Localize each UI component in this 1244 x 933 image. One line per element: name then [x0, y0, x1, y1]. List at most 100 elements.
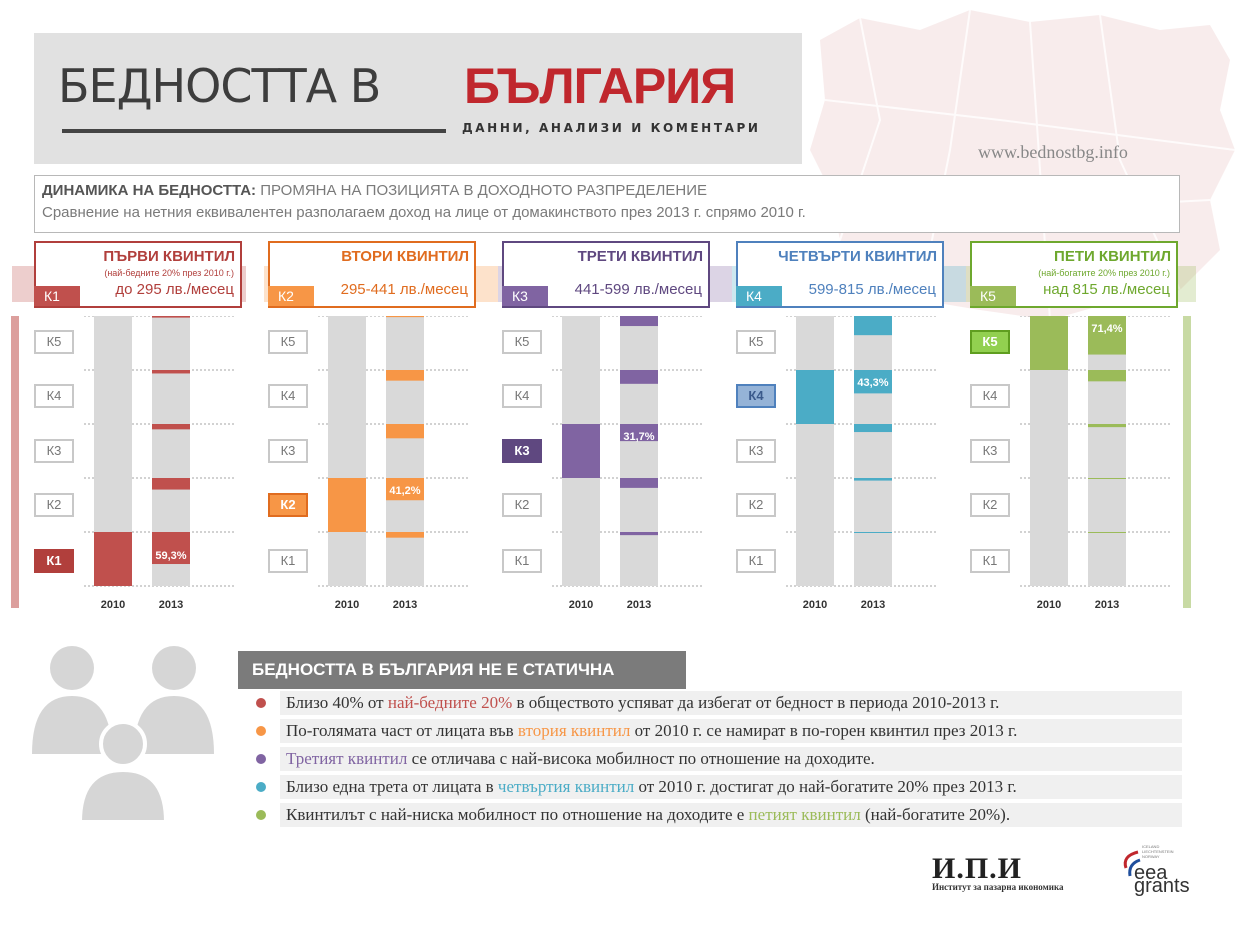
quintile-header: ПЪРВИ КВИНТИЛ (най-бедните 20% през 2010 …: [34, 241, 242, 308]
bullet-text: от 2010 г. се намират в по-горен квинтил…: [630, 721, 1018, 740]
banner-subtitle: ДАННИ, АНАЛИЗИ И КОМЕНТАРИ: [462, 121, 761, 135]
quintile-panel-3: ТРЕТИ КВИНТИЛ 441-599 лв./месец К3 К5 К4 К3 К2…: [498, 240, 738, 620]
year-label: 2010: [335, 599, 359, 611]
bullet-dot: [256, 754, 266, 764]
bullet-text: в обществото успяват да избегат от бедно…: [512, 693, 1000, 712]
bar-2010-source: [1030, 316, 1068, 370]
bar-2013-К1: [152, 532, 190, 565]
quintile-label: К5: [268, 330, 308, 354]
bullet-highlight: четвъртия квинтил: [497, 777, 635, 796]
quintile-label: К5: [736, 330, 776, 354]
year-label: 2013: [1095, 599, 1119, 611]
bar-2013-К4: [1088, 370, 1126, 382]
info-title: ДИНАМИКА НА БЕДНОСТТА: ПРОМЯНА НА ПОЗИЦИ…: [42, 182, 707, 199]
year-label: 2010: [569, 599, 593, 611]
bullet-text: от 2010 г. достигат до най-богатите 20% …: [634, 777, 1017, 796]
year-label: 2010: [1037, 599, 1061, 611]
year-label: 2010: [101, 599, 125, 611]
bar-2013-К2: [1088, 478, 1126, 479]
eea-line1: eea: [1134, 862, 1168, 884]
quintile-chart: 59,3% 2010 2013: [84, 316, 234, 611]
bar-2013-К1: [1088, 532, 1126, 533]
bar-2013-К2: [152, 478, 190, 490]
quintile-label: К1: [970, 549, 1010, 573]
bullet-text: Квинтилът с най-ниска мобилност по отнош…: [286, 805, 749, 824]
section-title: БЕДНОСТТА В БЪЛГАРИЯ НЕ Е СТАТИЧНА: [238, 651, 686, 689]
bar-2013-К1: [386, 532, 424, 538]
bar-2010-source: [562, 424, 600, 478]
bullet-dot: [256, 810, 266, 820]
bullet-highlight: втория квинтил: [517, 721, 631, 740]
bar-2013-К5: [620, 316, 658, 327]
bar-background: [854, 316, 892, 586]
bullet-item: Близо една трета от лицата в четвъртия к…: [280, 775, 1182, 799]
quintile-label: К4: [34, 384, 74, 408]
eea-grants-logo: ICELAND LIECHTENSTEIN NORWAY eea grants: [1110, 842, 1210, 902]
quintile-label: К2: [502, 493, 542, 517]
bar-2013-К4: [854, 370, 892, 394]
quintile-badge: К5: [970, 286, 1016, 306]
bullet-dot: [256, 782, 266, 792]
quintile-range: 441-599 лв./месец: [574, 281, 702, 298]
quintile-header: ТРЕТИ КВИНТИЛ 441-599 лв./месец: [502, 241, 710, 308]
ipi-name: Институт за пазарна икономика: [932, 882, 1064, 892]
bullet-highlight: петият квинтил: [748, 805, 861, 824]
bullet-dot: [256, 726, 266, 736]
quintile-badge: К1: [34, 286, 80, 306]
quintile-label: К2: [34, 493, 74, 517]
ipi-abbr: И.П.И: [932, 852, 1023, 885]
quintile-label: К1: [736, 549, 776, 573]
year-label: 2013: [393, 599, 417, 611]
quintile-label: К4: [970, 384, 1010, 408]
bar-2013-К4: [620, 370, 658, 384]
bar-2010-source: [796, 370, 834, 424]
bullet-item: По-голямата част от лицата във втория кв…: [280, 719, 1182, 743]
bar-2013-К5: [1088, 316, 1126, 355]
quintile-title: ВТОРИ КВИНТИЛ: [341, 248, 469, 265]
quintile-label: К4: [268, 384, 308, 408]
bullet-text: (най-богатите 20%).: [860, 805, 1011, 824]
quintile-label: К2: [970, 493, 1010, 517]
bar-2013-К2: [854, 478, 892, 481]
quintile-chart: 41,2% 2010 2013: [318, 316, 468, 611]
bar-2013-К2: [620, 478, 658, 488]
bar-background: [1088, 316, 1126, 586]
quintile-label: К3: [34, 439, 74, 463]
quintile-label: К1: [268, 549, 308, 573]
quintile-label: К4: [736, 384, 776, 408]
quintile-label: К5: [34, 330, 74, 354]
quintile-label: К1: [502, 549, 542, 573]
bar-background: [386, 316, 424, 586]
quintile-chart: 43,3% 2010 2013: [786, 316, 936, 611]
bar-2010-source: [94, 532, 132, 586]
bar-background: [620, 316, 658, 586]
title-part1: БЕДНОСТТА В: [58, 59, 381, 113]
quintile-panel-2: ВТОРИ КВИНТИЛ 295-441 лв./месец К2 К5 К4 К3 К2…: [264, 240, 504, 620]
bullet-highlight: най-бедните 20%: [387, 693, 513, 712]
quintile-badge: К4: [736, 286, 782, 306]
people-group-icon: [32, 646, 214, 824]
quintile-title: ПЪРВИ КВИНТИЛ: [103, 248, 235, 265]
bullet-text: Близо една трета от лицата в: [286, 777, 498, 796]
bullet-highlight: Третият квинтил: [286, 749, 408, 768]
quintile-label: К2: [736, 493, 776, 517]
highlight-label: 43,3%: [857, 377, 888, 389]
quintile-badge: К2: [268, 286, 314, 306]
bar-background: [328, 316, 366, 586]
bullet-text: Близо 40% от: [286, 693, 388, 712]
bullet-item: Квинтилът с най-ниска мобилност по отнош…: [280, 803, 1182, 827]
quintile-label: К3: [268, 439, 308, 463]
bar-2013-К3: [386, 424, 424, 439]
bullet-dot: [256, 698, 266, 708]
bar-2013-К3: [1088, 424, 1126, 428]
quintile-title: ТРЕТИ КВИНТИЛ: [577, 248, 703, 265]
quintile-label: К3: [970, 439, 1010, 463]
quintile-chart: 31,7% 2010 2013: [552, 316, 702, 611]
quintile-label: К4: [502, 384, 542, 408]
website-link[interactable]: www.bednostbg.info: [978, 142, 1128, 162]
quintile-chart: 71,4% 2010 2013: [1020, 316, 1170, 611]
quintile-label: К1: [34, 549, 74, 573]
highlight-label: 71,4%: [1091, 323, 1122, 335]
quintile-panel-4: ЧЕТВЪРТИ КВИНТИЛ 599-815 лв./месец К4 К5 К4 К…: [732, 240, 972, 620]
title-rule: [62, 129, 446, 133]
